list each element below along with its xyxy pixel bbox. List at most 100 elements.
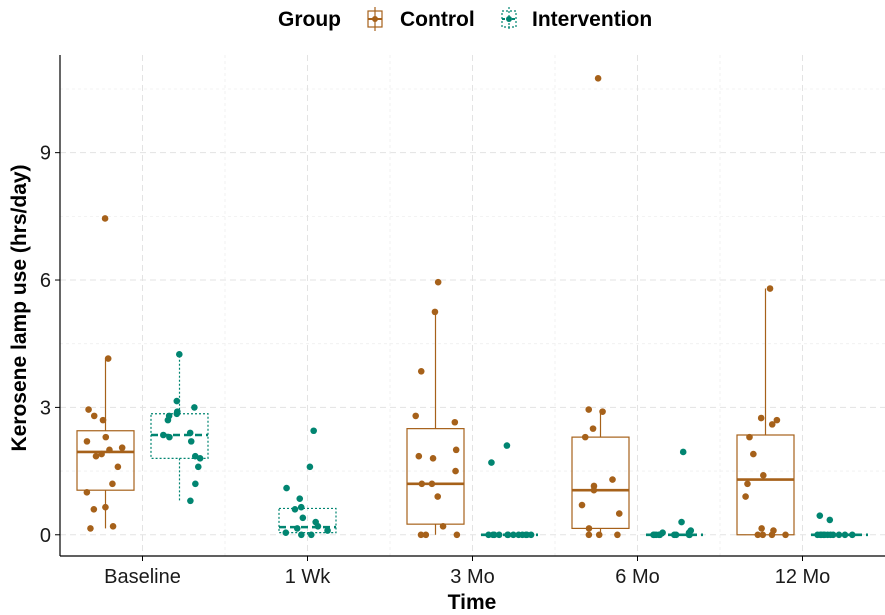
data-point [490, 531, 498, 539]
data-point [109, 480, 116, 488]
data-point [599, 408, 606, 415]
box [76, 430, 135, 491]
data-point [578, 501, 586, 509]
data-point [85, 406, 92, 413]
data-point [835, 531, 843, 539]
data-point [848, 531, 856, 539]
data-point [504, 531, 512, 539]
data-point [841, 531, 849, 539]
data-point [422, 531, 430, 539]
y-axis-title: Kerosene lamp use (hrs/day) [8, 164, 31, 451]
data-point [503, 442, 511, 449]
data-point [102, 433, 110, 441]
grid [60, 55, 885, 556]
data-point [194, 463, 202, 471]
data-point [585, 531, 593, 539]
data-point [186, 429, 194, 437]
data-point [293, 525, 301, 532]
data-point [87, 525, 94, 532]
data-point [495, 531, 503, 539]
data-point [760, 472, 767, 479]
data-point [106, 446, 113, 454]
data-point [754, 531, 762, 539]
data-point [196, 455, 204, 462]
data-point [679, 448, 687, 456]
data-point [164, 416, 172, 424]
data-point [191, 404, 198, 411]
data-point [816, 512, 824, 519]
data-point [773, 416, 781, 424]
data-point [415, 452, 423, 460]
data-point [585, 525, 593, 532]
data-point [759, 531, 767, 539]
legend-keys [367, 7, 517, 31]
data-point [523, 531, 531, 539]
data-point [83, 438, 91, 445]
data-point [417, 531, 425, 539]
data-point [173, 410, 181, 418]
data-point [434, 493, 442, 500]
data-point [766, 285, 774, 292]
data-point [757, 414, 765, 422]
data-point [307, 531, 315, 539]
data-point [581, 433, 589, 441]
data-point [594, 75, 602, 82]
data-point [114, 463, 122, 471]
data-point [412, 412, 420, 420]
data-point [615, 510, 623, 517]
data-point [314, 522, 322, 530]
y-tick-label: 9 [40, 143, 51, 165]
data-point [98, 450, 105, 458]
data-point [102, 503, 109, 511]
data-point [104, 355, 112, 362]
x-tick-label: 12 Mo [775, 566, 831, 588]
data-point [826, 516, 834, 524]
box [406, 428, 465, 525]
box [571, 436, 630, 530]
data-point [451, 418, 459, 426]
data-point [418, 480, 426, 488]
data-point [768, 421, 776, 428]
data-point [324, 527, 331, 534]
data-point [298, 531, 305, 539]
data-point [429, 455, 437, 462]
data-point [650, 531, 657, 539]
x-tick-label: 1 Wk [285, 566, 332, 588]
data-point [670, 531, 678, 539]
data-point [595, 531, 603, 539]
data-point [439, 522, 447, 530]
data-point [614, 531, 621, 539]
data-point [90, 412, 98, 420]
data-point [510, 531, 517, 539]
legend-key-control-point [372, 16, 378, 22]
data-point [746, 433, 753, 441]
legend-title: Group [278, 8, 341, 31]
data-point [187, 497, 194, 505]
x-tick-label: Baseline [104, 566, 181, 588]
data-point [192, 480, 199, 488]
ticks: 0 3 6 9 Baseline 1 Wk 3 Mo 6 Mo 12 Mo [40, 143, 830, 588]
data-point [109, 522, 117, 530]
data-point [291, 505, 299, 513]
data-point [758, 525, 765, 532]
data-point [101, 215, 109, 222]
data-point [744, 480, 751, 488]
data-point [431, 308, 439, 316]
data-point [310, 427, 317, 435]
data-point [750, 450, 757, 458]
data-point [686, 531, 693, 539]
data-point [742, 493, 749, 500]
x-tick-label: 6 Mo [615, 566, 659, 588]
data-point [609, 476, 616, 483]
data-point [417, 368, 425, 375]
data-point [296, 495, 304, 502]
legend-label-intervention: Intervention [532, 8, 652, 31]
data-point [488, 459, 495, 466]
data-point [453, 531, 461, 539]
data-point [118, 444, 126, 452]
data-point [678, 518, 685, 526]
legend: Group Control Intervention [278, 7, 652, 31]
data-point [655, 531, 663, 539]
data-point [282, 529, 290, 536]
